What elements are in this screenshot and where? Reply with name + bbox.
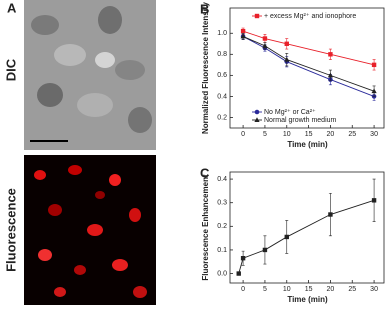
marker: [371, 62, 377, 68]
y-tick-label: 0.3: [217, 200, 227, 207]
legend-marker: [254, 13, 260, 19]
y-tick-label: 1.0: [217, 30, 227, 37]
panel-letter: A: [7, 0, 17, 15]
marker: [371, 88, 377, 94]
x-tick-label: 20: [327, 286, 335, 293]
x-axis-label: Time (min): [287, 295, 328, 304]
image-label: DIC: [3, 58, 18, 81]
panel-letter: C: [200, 165, 210, 180]
legend-label: Normal growth medium: [264, 117, 337, 124]
series-line: [238, 199, 375, 274]
plot-frame: [229, 7, 385, 129]
marker: [240, 33, 246, 39]
panel-letter: B: [200, 1, 209, 16]
marker: [328, 52, 333, 57]
plot-frame: [229, 171, 385, 284]
y-axis-label: Normalized Fluorescence Intensity: [201, 1, 210, 134]
image-label: Fluorescence: [3, 188, 18, 272]
y-tick-label: 0.8: [217, 51, 227, 58]
legend-label: + excess Mg²⁺ and ionophore: [264, 13, 356, 20]
legend-marker: [254, 109, 260, 115]
marker: [240, 28, 246, 34]
marker: [262, 247, 268, 253]
y-tick-label: 0.4: [217, 93, 227, 100]
marker: [327, 72, 334, 78]
x-tick-label: 25: [348, 131, 356, 138]
x-tick-label: 30: [370, 286, 378, 293]
y-tick-label: 0.6: [217, 72, 227, 79]
x-axis-label: Time (min): [287, 140, 328, 149]
x-tick-label: 25: [348, 286, 356, 293]
y-tick-label: 0.0: [217, 270, 227, 277]
x-tick-label: 30: [370, 131, 378, 138]
x-tick-label: 20: [327, 131, 335, 138]
x-tick-label: 5: [263, 286, 267, 293]
x-tick-label: 0: [241, 131, 245, 138]
y-tick-label: 0.2: [217, 223, 227, 230]
marker: [262, 36, 268, 41]
fluorescence-image: [24, 155, 156, 305]
marker: [236, 271, 241, 276]
marker: [262, 43, 268, 48]
x-tick-label: 15: [305, 131, 313, 138]
y-tick-label: 0.1: [217, 247, 227, 254]
marker: [284, 234, 289, 240]
marker: [371, 198, 377, 203]
legend-label: No Mg²⁺ or Ca²⁺: [264, 109, 316, 116]
x-tick-label: 10: [283, 286, 291, 293]
series-line: [242, 36, 375, 92]
dic-image: [24, 0, 156, 150]
x-tick-label: 15: [305, 286, 313, 293]
x-tick-label: 10: [283, 131, 291, 138]
x-tick-label: 0: [241, 286, 245, 293]
legend-marker: [254, 117, 260, 122]
marker: [284, 41, 289, 46]
marker: [240, 256, 246, 261]
y-axis-label: Fluorescence Enhancement: [201, 174, 210, 281]
marker: [328, 212, 333, 217]
x-tick-label: 5: [263, 131, 267, 138]
y-tick-label: 0.2: [217, 114, 227, 121]
y-tick-label: 0.4: [217, 176, 227, 183]
marker: [284, 56, 290, 62]
